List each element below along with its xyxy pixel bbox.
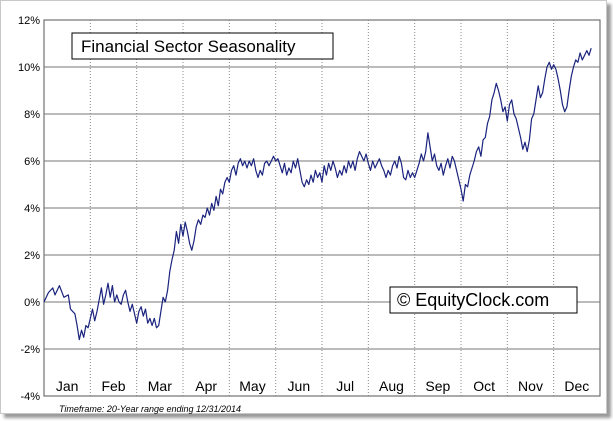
y-tick-label: 0% [24,297,40,309]
x-axis-month-labels: Jan Feb Mar Apr May Jun Jul Aug Sep Oct Nov Dec [56,378,589,394]
month-label-may: May [239,378,265,394]
month-label-jul: Jul [336,378,354,394]
y-tick-label: 2% [24,250,40,262]
watermark-box: © EquityClock.com [389,286,578,314]
month-label-aug: Aug [379,378,404,394]
watermark-box-border [389,286,578,314]
watermark: © EquityClock.com [397,290,549,310]
title-box-border [71,32,334,60]
month-label-mar: Mar [148,378,172,394]
y-tick-label: -4% [20,391,40,403]
month-label-oct: Oct [473,378,495,394]
month-label-jun: Jun [288,378,311,394]
y-tick-label: 8% [24,109,40,121]
y-tick-label: -2% [20,344,40,356]
chart-frame: -4% -2% 0% 2% 4% 6% 8% 10% 12% Jan Feb Mar Apr May Ju… [0,0,607,414]
month-label-sep: Sep [425,378,450,394]
month-label-nov: Nov [518,378,543,394]
month-label-dec: Dec [564,378,589,394]
series-line [43,48,592,341]
y-tick-label: 4% [24,203,40,215]
y-tick-label: 10% [18,62,40,74]
y-tick-label: 6% [24,156,40,168]
month-label-apr: Apr [195,378,217,394]
y-axis-tick-labels: -4% -2% 0% 2% 4% 6% 8% 10% 12% [18,15,40,403]
month-label-feb: Feb [101,378,125,394]
title-box: Financial Sector Seasonality [71,32,334,60]
chart-title: Financial Sector Seasonality [81,37,296,56]
month-label-jan: Jan [56,378,79,394]
footnote: Timeframe: 20-Year range ending 12/31/20… [59,404,241,414]
y-tick-label: 12% [18,15,40,27]
